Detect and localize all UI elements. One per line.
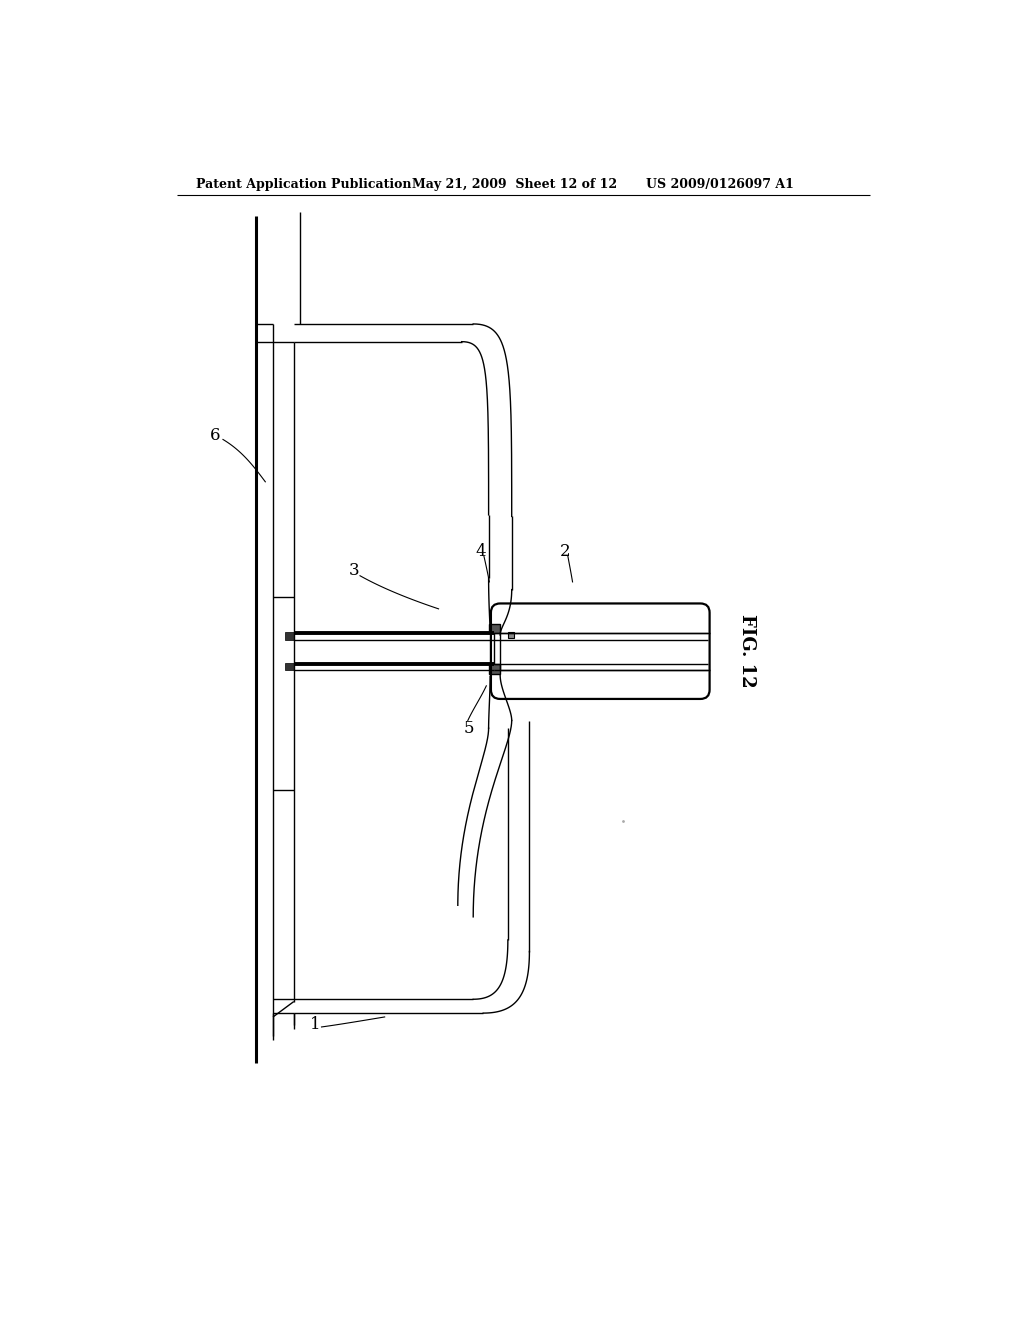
Text: FIG. 12: FIG. 12: [737, 614, 756, 688]
Text: 2: 2: [560, 543, 571, 560]
Text: 4: 4: [475, 543, 486, 560]
Bar: [508, 632, 514, 638]
Bar: [489, 624, 500, 634]
Bar: [285, 663, 294, 671]
Text: 5: 5: [464, 719, 474, 737]
Text: US 2009/0126097 A1: US 2009/0126097 A1: [646, 178, 795, 190]
Text: 6: 6: [210, 428, 220, 444]
Text: May 21, 2009  Sheet 12 of 12: May 21, 2009 Sheet 12 of 12: [412, 178, 616, 190]
Bar: [489, 664, 500, 673]
Text: 3: 3: [348, 562, 359, 579]
Bar: [285, 632, 294, 640]
Text: 1: 1: [310, 1016, 321, 1034]
Text: Patent Application Publication: Patent Application Publication: [196, 178, 412, 190]
